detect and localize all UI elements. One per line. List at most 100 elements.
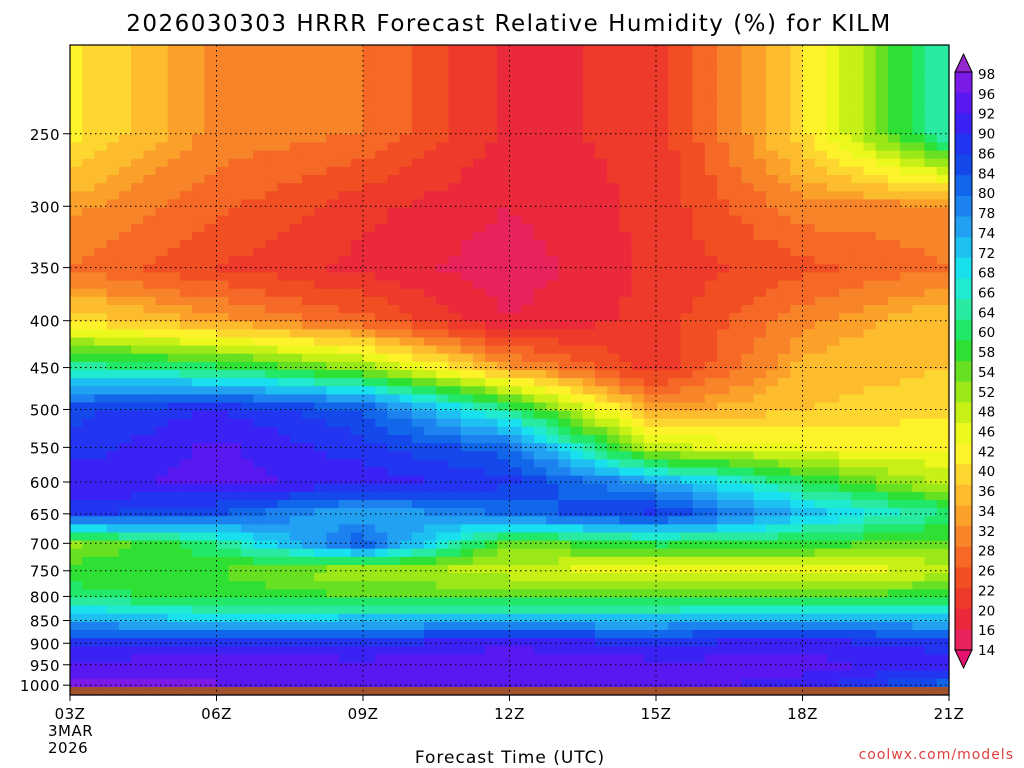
heatmap-cell xyxy=(692,158,706,168)
heatmap-cell xyxy=(436,491,450,501)
heatmap-cell xyxy=(887,410,901,420)
heatmap-cell xyxy=(363,69,376,79)
heatmap-cell xyxy=(656,435,669,444)
heatmap-cell xyxy=(717,256,730,265)
heatmap-cell xyxy=(228,150,242,160)
heatmap-cell xyxy=(546,296,559,306)
heatmap-cell xyxy=(399,85,413,95)
heatmap-cell xyxy=(802,565,816,574)
heatmap-cell xyxy=(558,548,572,558)
heatmap-cell xyxy=(338,378,352,387)
heatmap-cell xyxy=(387,443,401,452)
heatmap-cell xyxy=(887,321,901,330)
heatmap-cell xyxy=(631,565,645,574)
heatmap-cell xyxy=(668,166,682,176)
heatmap-cell xyxy=(582,475,596,485)
heatmap-cell xyxy=(753,378,767,387)
heatmap-cell xyxy=(936,467,950,477)
heatmap-cell xyxy=(350,61,364,70)
heatmap-cell xyxy=(424,142,437,152)
heatmap-cell xyxy=(265,150,279,160)
heatmap-cell xyxy=(301,53,315,62)
heatmap-cell xyxy=(656,573,669,582)
heatmap-cell xyxy=(387,142,401,152)
heatmap-cell xyxy=(216,110,230,119)
heatmap-cell xyxy=(607,321,620,330)
heatmap-cell xyxy=(436,215,450,225)
heatmap-cell xyxy=(472,77,486,87)
heatmap-cell xyxy=(497,329,511,339)
heatmap-cell xyxy=(387,345,401,355)
heatmap-cell xyxy=(509,475,523,485)
heatmap-cell xyxy=(497,321,511,330)
heatmap-cell xyxy=(338,110,352,119)
heatmap-cell xyxy=(851,500,865,509)
heatmap-cell xyxy=(619,353,633,363)
heatmap-cell xyxy=(900,483,913,493)
heatmap-cell xyxy=(570,183,584,192)
heatmap-cell xyxy=(753,556,767,566)
heatmap-cell xyxy=(790,483,804,493)
heatmap-cell xyxy=(643,321,657,330)
heatmap-cell xyxy=(436,175,450,184)
heatmap-cell xyxy=(594,532,608,542)
heatmap-cell xyxy=(765,459,779,469)
heatmap-cell xyxy=(485,223,498,233)
heatmap-cell xyxy=(338,158,352,168)
heatmap-cell xyxy=(851,77,865,87)
heatmap-cell xyxy=(375,418,389,428)
heatmap-cell xyxy=(192,256,205,265)
heatmap-cell xyxy=(387,77,401,87)
heatmap-cell xyxy=(546,370,559,379)
heatmap-cell xyxy=(875,158,889,168)
heatmap-cell xyxy=(875,199,889,209)
heatmap-cell xyxy=(826,475,840,485)
heatmap-cell xyxy=(497,370,511,379)
heatmap-cell xyxy=(70,524,83,534)
heatmap-cell xyxy=(680,134,694,144)
heatmap-cell xyxy=(851,337,865,347)
heatmap-cell xyxy=(375,126,389,135)
heatmap-cell xyxy=(192,402,205,412)
heatmap-cell xyxy=(704,150,718,160)
heatmap-cell xyxy=(131,53,144,62)
heatmap-cell xyxy=(350,402,364,412)
heatmap-cell xyxy=(253,548,266,558)
heatmap-cell xyxy=(70,459,83,469)
heatmap-cell xyxy=(204,386,218,395)
heatmap-cell xyxy=(314,231,327,241)
heatmap-cell xyxy=(875,264,889,274)
heatmap-cell xyxy=(729,467,743,477)
heatmap-cell xyxy=(253,361,266,371)
heatmap-cell xyxy=(741,451,755,460)
heatmap-cell xyxy=(472,126,486,135)
heatmap-cell xyxy=(192,467,205,477)
heatmap-cell xyxy=(704,223,718,233)
heatmap-cell xyxy=(851,402,865,412)
heatmap-cell xyxy=(668,231,682,241)
heatmap-cell xyxy=(192,386,205,395)
heatmap-cell xyxy=(363,402,376,412)
heatmap-cell xyxy=(326,329,340,339)
heatmap-cell xyxy=(106,451,120,460)
heatmap-cell xyxy=(814,459,828,469)
heatmap-cell xyxy=(912,475,926,485)
heatmap-cell xyxy=(289,110,303,119)
heatmap-cell xyxy=(680,280,694,290)
heatmap-cell xyxy=(436,353,450,363)
heatmap-cell xyxy=(338,272,352,282)
heatmap-cell xyxy=(753,110,767,119)
heatmap-cell xyxy=(436,418,450,428)
heatmap-cell xyxy=(558,183,572,192)
heatmap-cell xyxy=(656,150,669,160)
heatmap-cell xyxy=(277,467,291,477)
heatmap-cell xyxy=(82,508,96,517)
heatmap-cell xyxy=(179,93,193,103)
heatmap-cell xyxy=(363,491,376,501)
heatmap-cell xyxy=(485,77,498,87)
heatmap-cell xyxy=(717,288,730,298)
heatmap-cell xyxy=(70,491,83,501)
heatmap-cell xyxy=(509,231,523,241)
heatmap-cell xyxy=(594,110,608,119)
heatmap-cell xyxy=(301,223,315,233)
